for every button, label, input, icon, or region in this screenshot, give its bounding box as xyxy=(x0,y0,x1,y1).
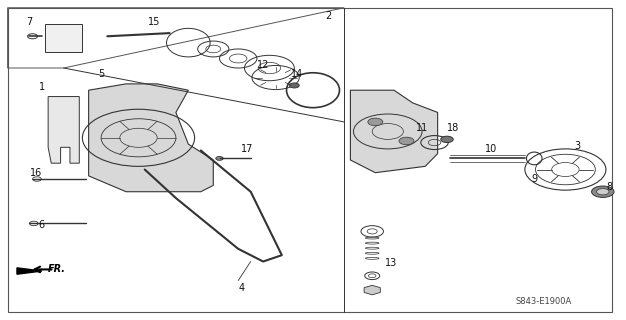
Text: 8: 8 xyxy=(606,182,612,192)
Polygon shape xyxy=(48,97,80,163)
Text: 13: 13 xyxy=(385,258,397,268)
Polygon shape xyxy=(89,84,213,192)
Polygon shape xyxy=(351,90,438,173)
Text: 17: 17 xyxy=(242,144,254,154)
Text: 6: 6 xyxy=(39,220,45,230)
Circle shape xyxy=(597,188,609,195)
Circle shape xyxy=(441,136,453,142)
Circle shape xyxy=(216,156,223,160)
Circle shape xyxy=(592,186,614,197)
Circle shape xyxy=(289,83,299,88)
Polygon shape xyxy=(17,268,42,274)
Text: 3: 3 xyxy=(575,141,581,151)
Text: FR.: FR. xyxy=(48,264,66,275)
Text: 9: 9 xyxy=(531,174,537,184)
Text: 2: 2 xyxy=(326,11,332,21)
Text: 11: 11 xyxy=(416,123,428,133)
Text: 7: 7 xyxy=(26,17,33,27)
Text: 1: 1 xyxy=(39,82,45,92)
Text: 10: 10 xyxy=(485,144,497,154)
Text: 5: 5 xyxy=(98,69,105,79)
Bar xyxy=(45,24,83,52)
Text: 4: 4 xyxy=(239,284,244,293)
Circle shape xyxy=(368,118,383,126)
Text: 16: 16 xyxy=(29,168,42,178)
Text: 12: 12 xyxy=(257,60,269,70)
Text: 18: 18 xyxy=(447,123,459,133)
Circle shape xyxy=(399,137,414,145)
Text: 15: 15 xyxy=(148,17,160,27)
Text: 14: 14 xyxy=(291,69,304,79)
Text: S843-E1900A: S843-E1900A xyxy=(515,297,572,306)
